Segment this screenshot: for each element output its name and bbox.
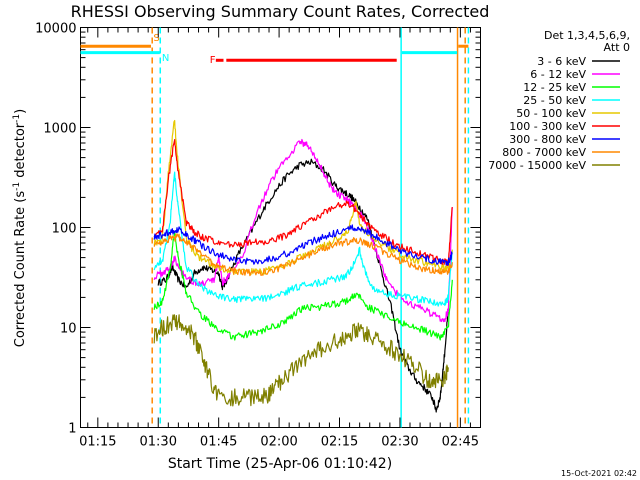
series-line-300-800keV — [153, 224, 453, 266]
y-axis-label-sup2: -1 — [12, 114, 22, 123]
series-line-7000-15000keV — [153, 314, 449, 407]
series-line-3-6keV — [157, 158, 449, 413]
y-tick-label: 1 — [68, 422, 76, 437]
y-axis-label-sup1: -1 — [12, 182, 22, 191]
legend-header-2: Att 0 — [604, 41, 630, 54]
y-axis: 1 10 100 1000 10000 — [35, 22, 481, 437]
y-axis-label: Corrected Count Rate (s-1 detector-1) — [12, 109, 28, 347]
legend-entry-label: 25 - 50 keV — [523, 94, 586, 107]
y-axis-label-mid: detector — [13, 122, 28, 182]
marker-label-s: S — [153, 33, 159, 44]
x-tick-label: 02:00 — [260, 435, 297, 450]
x-tick-label: 02:45 — [442, 435, 479, 450]
legend-entry-label: 50 - 100 keV — [516, 107, 586, 120]
y-tick-label: 1000 — [43, 122, 76, 137]
legend-entry-label: 3 - 6 keV — [537, 55, 586, 68]
legend-entry-label: 12 - 25 keV — [523, 81, 586, 94]
marker-label-n: N — [162, 53, 169, 64]
series-line-12-25keV — [153, 230, 453, 341]
y-tick-label: 10 — [60, 322, 77, 337]
annotation-layer: SN F — [80, 27, 470, 428]
plot-area — [80, 27, 481, 428]
x-tick-label: 01:15 — [79, 435, 116, 450]
legend-entry-label: 6 - 12 keV — [530, 68, 586, 81]
x-tick-label: 02:30 — [381, 435, 418, 450]
series-layer — [153, 119, 453, 413]
x-axis-label: Start Time (25-Apr-06 01:10:42) — [168, 456, 392, 472]
legend-entry-label: 300 - 800 keV — [509, 133, 586, 146]
y-axis-label-end: ) — [13, 109, 28, 114]
x-tick-label: 01:30 — [140, 435, 177, 450]
plot-frame — [80, 27, 481, 428]
y-tick-label: 100 — [52, 222, 77, 237]
x-axis: 01:15 01:30 01:45 02:00 02:15 02:30 02:45 — [79, 27, 479, 450]
y-tick-label: 10000 — [35, 22, 76, 37]
series-line-100-300keV — [153, 139, 453, 267]
y-axis-label-main: Corrected Count Rate (s — [13, 191, 28, 348]
chart-title: RHESSI Observing Summary Count Rates, Co… — [71, 2, 490, 21]
legend-entry-label: 800 - 7000 keV — [502, 146, 586, 159]
legend-header-1: Det 1,3,4,5,6,9, — [544, 29, 630, 42]
legend-entry-label: 100 - 300 keV — [509, 120, 586, 133]
x-tick-label: 02:15 — [321, 435, 358, 450]
generated-timestamp: 15-Oct-2021 02:42 — [561, 469, 637, 478]
x-tick-label: 01:45 — [200, 435, 237, 450]
series-line-800-7000keV — [153, 233, 453, 277]
marker-label-f: F — [210, 55, 216, 66]
series-line-25-50keV — [153, 171, 453, 307]
legend-entry-label: 7000 - 15000 keV — [488, 159, 586, 172]
